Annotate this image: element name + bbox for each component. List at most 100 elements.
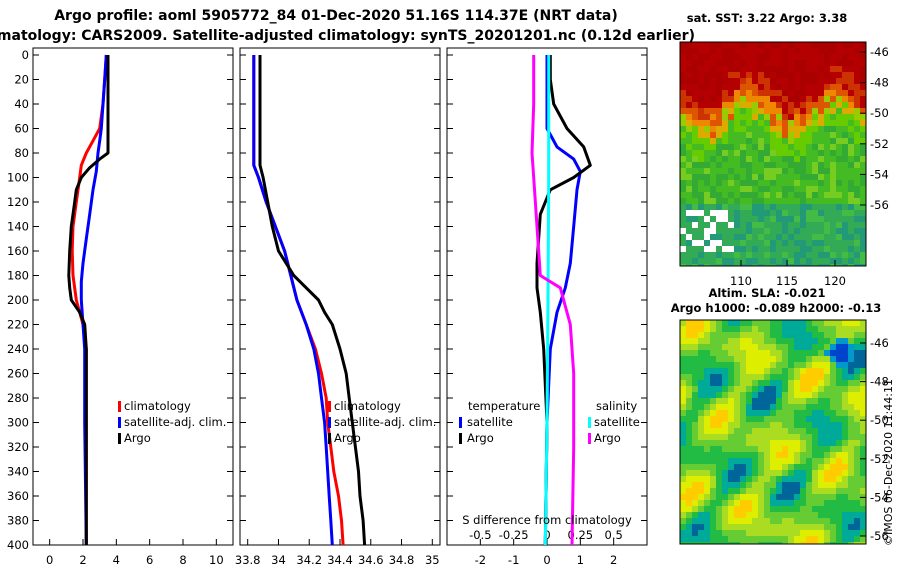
sla-pixel [704, 530, 710, 536]
sla-pixel [740, 374, 746, 380]
sst-pixel [692, 48, 698, 54]
sst-pixel [860, 96, 866, 102]
sla-pixel [848, 398, 854, 404]
sla-pixel [746, 350, 752, 356]
sla-pixel [764, 530, 770, 536]
sla-pixel [722, 488, 728, 494]
sst-pixel [800, 192, 806, 198]
sst-pixel [776, 162, 782, 168]
sla-pixel [776, 494, 782, 500]
sla-pixel [704, 356, 710, 362]
sst-pixel [692, 60, 698, 66]
sla-pixel [818, 512, 824, 518]
sla-pixel [860, 356, 866, 362]
sla-pixel [854, 368, 860, 374]
sla-pixel [824, 428, 830, 434]
sla-pixel [848, 476, 854, 482]
sla-pixel [818, 344, 824, 350]
sla-pixel [698, 536, 704, 542]
sst-pixel [854, 204, 860, 210]
sst-pixel [734, 198, 740, 204]
sla-pixel [740, 434, 746, 440]
sla-pixel [716, 476, 722, 482]
sst-pixel [854, 264, 860, 266]
sst-pixel [746, 84, 752, 90]
sla-pixel [740, 350, 746, 356]
sst-pixel [854, 66, 860, 72]
sla-pixel [776, 542, 782, 544]
sst-pixel [686, 162, 692, 168]
sla-pixel [854, 512, 860, 518]
sla-pixel [818, 320, 824, 326]
sst-pixel [728, 168, 734, 174]
sst-pixel [680, 162, 686, 168]
sla-pixel [788, 416, 794, 422]
sla-pixel [704, 338, 710, 344]
sst-pixel [818, 78, 824, 84]
sst-pixel [860, 60, 866, 66]
sst-pixel [704, 264, 710, 266]
sst-pixel [818, 246, 824, 252]
sst-pixel [824, 162, 830, 168]
sla-pixel [818, 542, 824, 544]
legend-label-temp-satellite: satellite [467, 415, 513, 429]
lat-tick-label: -48 [870, 375, 889, 389]
sla-pixel [722, 518, 728, 524]
sst-pixel [818, 126, 824, 132]
sst-pixel [686, 216, 692, 222]
sla-pixel [764, 332, 770, 338]
sla-pixel [806, 392, 812, 398]
sla-pixel [830, 440, 836, 446]
sst-pixel [752, 156, 758, 162]
sla-pixel [830, 416, 836, 422]
sst-pixel [764, 264, 770, 266]
sla-pixel [734, 536, 740, 542]
sla-pixel [746, 326, 752, 332]
sst-pixel [788, 252, 794, 258]
sst-pixel [686, 90, 692, 96]
sla-pixel [854, 338, 860, 344]
sst-pixel [746, 216, 752, 222]
sst-pixel [830, 102, 836, 108]
sst-pixel [818, 84, 824, 90]
sst-pixel [686, 222, 692, 228]
sla-pixel [800, 470, 806, 476]
sla-pixel [746, 518, 752, 524]
sst-pixel [818, 102, 824, 108]
sla-pixel [812, 374, 818, 380]
sla-pixel [842, 398, 848, 404]
sst-pixel [824, 174, 830, 180]
sla-pixel [860, 452, 866, 458]
sst-pixel [686, 264, 692, 266]
sla-pixel [860, 536, 866, 542]
sst-pixel [680, 222, 686, 228]
sst-pixel [710, 234, 716, 240]
sla-pixel [704, 416, 710, 422]
sla-pixel [782, 398, 788, 404]
sst-pixel [824, 54, 830, 60]
sla-pixel [722, 452, 728, 458]
sst-pixel [680, 228, 686, 234]
sst-pixel [740, 144, 746, 150]
sla-pixel [716, 404, 722, 410]
sla-pixel [770, 398, 776, 404]
sst-pixel [800, 102, 806, 108]
legend-swatch-sal-argo [588, 433, 591, 444]
sla-pixel [770, 422, 776, 428]
sla-pixel [716, 422, 722, 428]
lat-tick-label: -54 [870, 490, 889, 504]
sla-pixel [788, 386, 794, 392]
sst-pixel [782, 216, 788, 222]
sst-pixel [734, 84, 740, 90]
sla-pixel [704, 392, 710, 398]
sst-pixel [704, 102, 710, 108]
sst-pixel [782, 132, 788, 138]
sst-pixel [710, 240, 716, 246]
sst-pixel [740, 126, 746, 132]
sst-pixel [680, 186, 686, 192]
sla-pixel [734, 488, 740, 494]
sst-pixel [740, 138, 746, 144]
sla-pixel [818, 428, 824, 434]
sla-pixel [740, 404, 746, 410]
sst-pixel [686, 48, 692, 54]
